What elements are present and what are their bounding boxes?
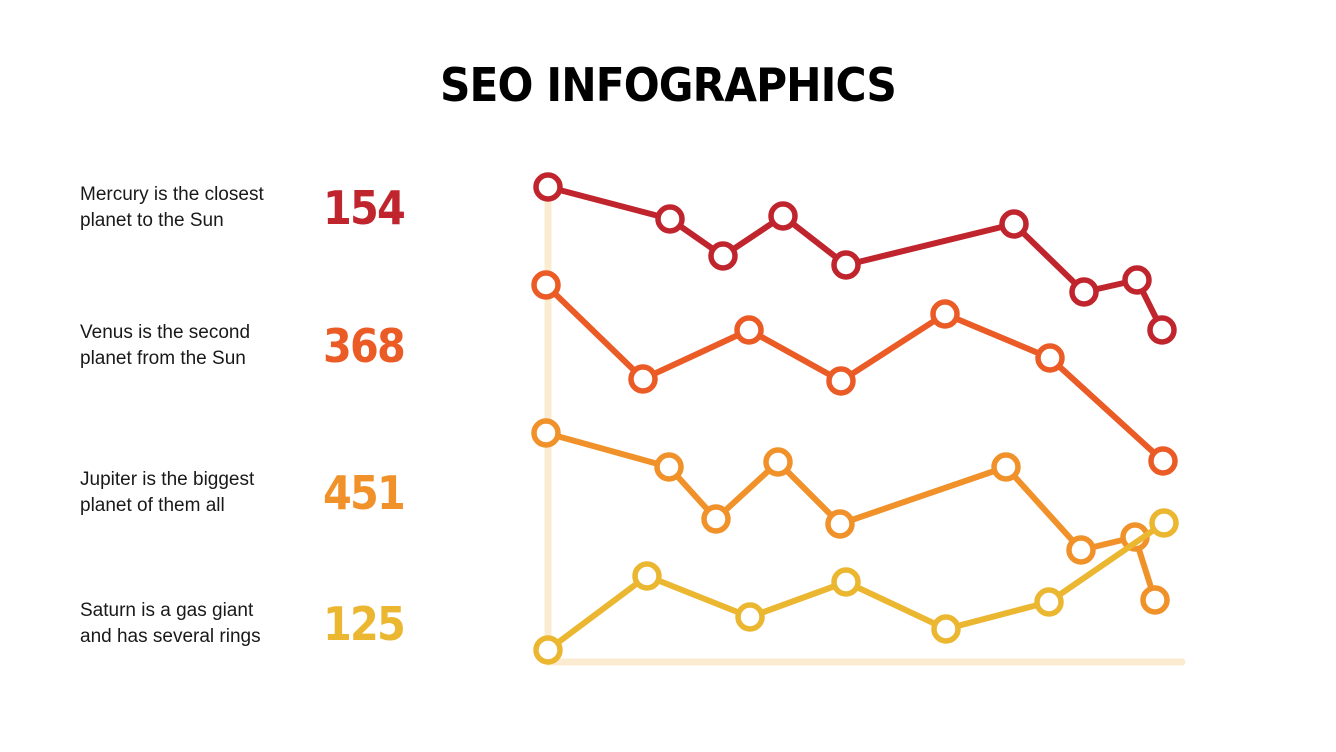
data-point-marker [655, 204, 685, 234]
data-point-marker [628, 364, 658, 394]
data-point-marker [825, 509, 855, 539]
data-point-marker [831, 250, 861, 280]
data-point-marker [708, 241, 738, 271]
legend-item-jupiter: Jupiter is the biggest planet of them al… [80, 466, 440, 527]
value-saturn: 125 [323, 597, 406, 651]
legend-description: Jupiter is the biggest planet of them al… [80, 467, 320, 519]
data-point-marker [1069, 277, 1099, 307]
data-point-marker [1066, 535, 1096, 565]
description-line-1: Saturn is a gas giant [80, 600, 254, 621]
data-point-marker [1148, 446, 1178, 476]
description-line-2: and has several rings [80, 626, 261, 647]
data-point-marker [931, 614, 961, 644]
data-point-marker [1149, 508, 1179, 538]
chart-series [531, 172, 1179, 665]
data-point-marker [1147, 315, 1177, 345]
data-point-marker [735, 602, 765, 632]
data-point-marker [632, 561, 662, 591]
description-line-2: planet to the Sun [80, 210, 224, 231]
description-line-2: planet from the Sun [80, 348, 246, 369]
data-point-marker [1035, 343, 1065, 373]
data-point-marker [831, 567, 861, 597]
data-point-marker [531, 418, 561, 448]
data-point-marker [826, 366, 856, 396]
data-point-marker [531, 270, 561, 300]
series-saturn [533, 508, 1179, 665]
data-point-marker [734, 315, 764, 345]
data-point-marker [533, 635, 563, 665]
legend-item-mercury: Mercury is the closest planet to the Sun… [80, 181, 440, 242]
description-line-2: planet of them all [80, 495, 225, 516]
value-mercury: 154 [323, 181, 406, 235]
series-jupiter [531, 418, 1170, 615]
series-venus [531, 270, 1178, 476]
legend-description: Venus is the second planet from the Sun [80, 320, 320, 372]
series-mercury [533, 172, 1177, 345]
description-line-1: Mercury is the closest [80, 184, 264, 205]
data-point-marker [533, 172, 563, 202]
data-point-marker [1034, 587, 1064, 617]
data-point-marker [768, 201, 798, 231]
legend-item-venus: Venus is the second planet from the Sun … [80, 319, 440, 380]
data-point-marker [654, 452, 684, 482]
value-jupiter: 451 [323, 466, 406, 520]
legend-item-saturn: Saturn is a gas giant and has several ri… [80, 597, 440, 658]
data-point-marker [763, 447, 793, 477]
page-title: SEO INFOGRAPHICS [439, 58, 897, 112]
legend-description: Saturn is a gas giant and has several ri… [80, 598, 320, 650]
description-line-1: Venus is the second [80, 322, 251, 343]
description-line-1: Jupiter is the biggest [80, 469, 255, 490]
data-point-marker [991, 452, 1021, 482]
value-venus: 368 [323, 319, 406, 373]
data-point-marker [1122, 265, 1152, 295]
data-point-marker [1140, 585, 1170, 615]
data-point-marker [999, 209, 1029, 239]
legend-description: Mercury is the closest planet to the Sun [80, 182, 320, 234]
data-point-marker [930, 299, 960, 329]
data-point-marker [701, 504, 731, 534]
